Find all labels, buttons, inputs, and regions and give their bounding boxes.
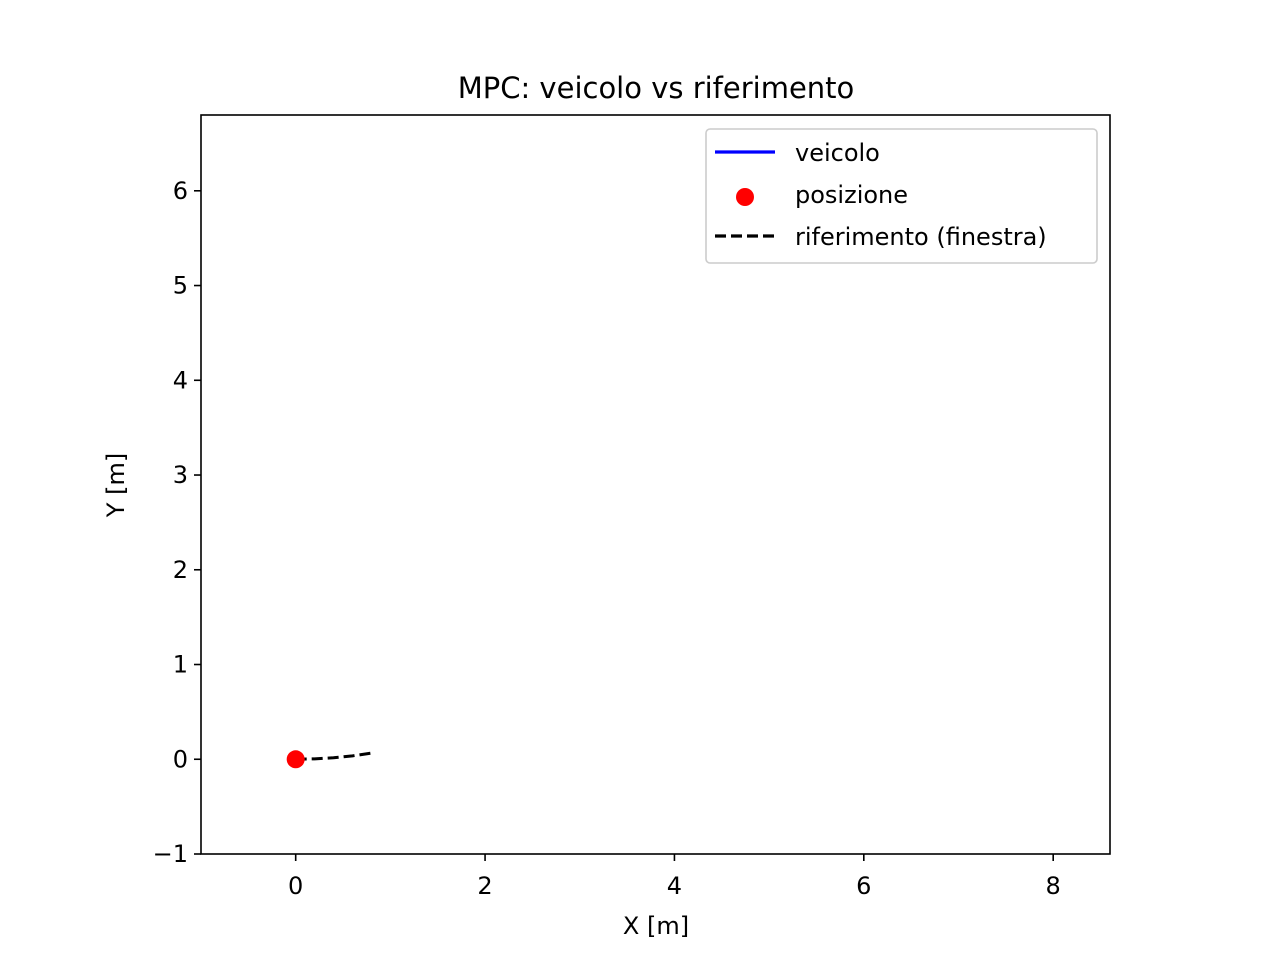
scatter-point xyxy=(286,750,305,769)
legend: veicolo posizione riferimento (finestra) xyxy=(705,128,1098,264)
y-axis-ticks: −1 0 1 2 3 4 5 6 xyxy=(153,177,201,868)
y-tick-label: 5 xyxy=(173,272,188,300)
x-tick-label: 0 xyxy=(288,872,303,900)
y-tick-label: 2 xyxy=(173,556,188,584)
x-tick-label: 4 xyxy=(667,872,682,900)
x-axis-label: X [m] xyxy=(623,912,689,940)
x-axis-ticks: 0 2 4 6 8 xyxy=(288,854,1061,900)
x-tick-label: 2 xyxy=(477,872,492,900)
legend-marker-dot xyxy=(736,188,754,206)
y-tick-label: 0 xyxy=(173,745,188,773)
y-tick-label: 6 xyxy=(173,177,188,205)
legend-label: posizione xyxy=(795,181,908,209)
y-tick-label: 3 xyxy=(173,461,188,489)
legend-label: riferimento (finestra) xyxy=(795,223,1047,251)
x-tick-label: 6 xyxy=(856,872,871,900)
legend-frame xyxy=(705,128,1098,264)
y-tick-label: 4 xyxy=(173,366,188,394)
y-tick-label: 1 xyxy=(173,651,188,679)
plot-area xyxy=(286,750,372,769)
legend-entries: veicolo posizione riferimento (finestra) xyxy=(715,139,1047,251)
x-tick-label: 8 xyxy=(1046,872,1061,900)
legend-label: veicolo xyxy=(795,139,880,167)
chart-title: MPC: veicolo vs riferimento xyxy=(458,71,855,105)
series-line-riferimento-finestra- xyxy=(295,751,372,761)
y-axis-label: Y [m] xyxy=(102,453,130,518)
y-tick-label: −1 xyxy=(153,840,188,868)
axes-frame xyxy=(200,114,1111,855)
